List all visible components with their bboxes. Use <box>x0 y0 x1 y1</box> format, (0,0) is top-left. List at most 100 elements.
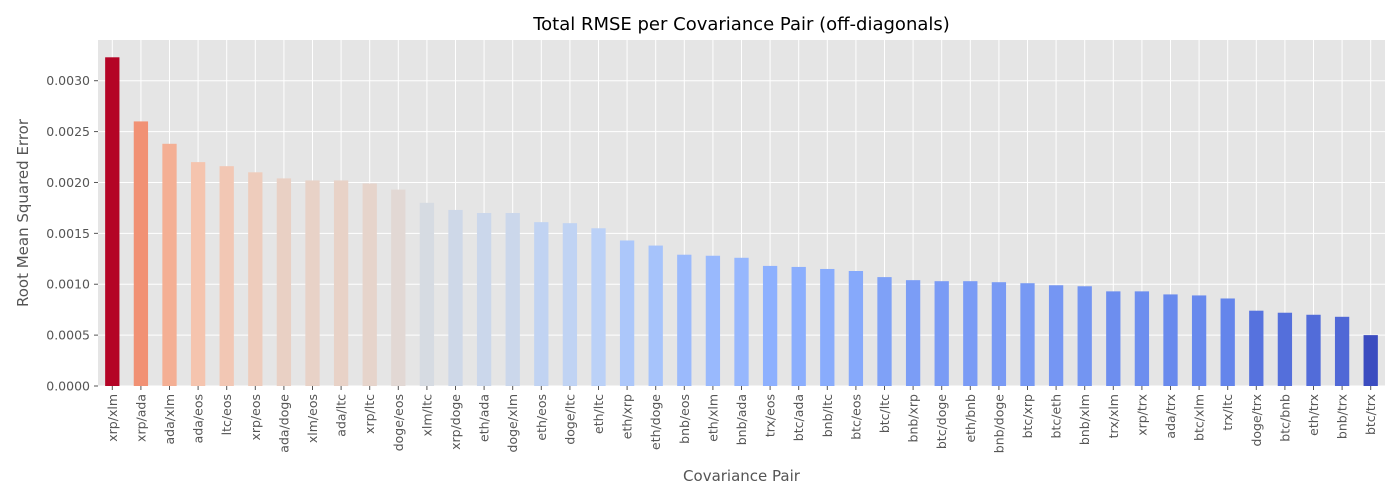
y-tick-label: 0.0020 <box>46 175 90 190</box>
x-tick-label: ada/trx <box>1163 394 1178 439</box>
bar-btc-ada <box>791 266 806 386</box>
bar-doge-eos <box>391 189 406 386</box>
bar-btc-trx <box>1363 335 1378 386</box>
x-tick-label: eth/ltc <box>591 394 606 434</box>
bar-bnb-ada <box>734 257 749 386</box>
x-tick-label: btc/bnb <box>1277 394 1292 442</box>
bar-bnb-doge <box>991 282 1007 386</box>
x-tick-label: ltc/eos <box>219 394 234 435</box>
x-tick-label: ada/xlm <box>162 394 177 445</box>
x-tick-label: eth/xrp <box>620 394 635 439</box>
y-tick-label: 0.0010 <box>46 277 90 292</box>
x-tick-labels: xrp/xlm xrp/ada ada/xlm ada/eos ltc/eos xrp/e… <box>105 386 1378 453</box>
bar-btc-ltc <box>877 277 892 386</box>
bar-ada-ltc <box>333 180 349 386</box>
bar-xrp-xlm <box>105 57 120 387</box>
x-tick-label: eth/ada <box>477 394 492 442</box>
x-tick-label: xrp/eos <box>248 394 263 441</box>
bar-trx-xlm <box>1106 291 1121 386</box>
x-tick-label: ada/eos <box>191 394 206 443</box>
bar-trx-ltc <box>1220 298 1235 386</box>
x-tick-label: bnb/doge <box>991 394 1006 454</box>
bar-doge-ltc <box>562 223 578 386</box>
y-tick-label: 0.0005 <box>46 328 90 343</box>
bar-xrp-ada <box>133 121 149 386</box>
x-tick-label: bnb/xrp <box>906 394 921 443</box>
x-tick-label: btc/xlm <box>1192 394 1207 441</box>
y-tick-labels: 0.0000 0.0005 0.0010 0.0015 0.0020 0.0025 0.00… <box>46 73 98 394</box>
bars <box>105 57 1378 387</box>
x-tick-label: btc/xrp <box>1020 394 1035 438</box>
x-tick-label: xlm/eos <box>305 394 320 443</box>
x-tick-label: xrp/xlm <box>105 394 120 442</box>
bar-bnb-trx <box>1334 316 1350 386</box>
x-tick-label: doge/xlm <box>505 394 520 452</box>
bar-eth-ltc <box>591 228 606 386</box>
bar-btc-doge <box>934 281 949 386</box>
x-tick-label: btc/trx <box>1363 394 1378 435</box>
y-tick-label: 0.0025 <box>46 124 90 139</box>
bar-eth-xrp <box>619 240 635 386</box>
x-tick-label: bnb/ltc <box>820 394 835 437</box>
x-tick-label: btc/ltc <box>877 394 892 433</box>
x-tick-label: ada/doge <box>276 394 291 453</box>
x-tick-label: eth/trx <box>1306 394 1321 436</box>
x-tick-label: bnb/xlm <box>1077 394 1092 445</box>
bar-xlm-ltc <box>419 202 435 386</box>
bar-eth-eos <box>534 222 549 386</box>
bar-bnb-ltc <box>820 268 835 386</box>
bar-eth-ada <box>476 213 492 386</box>
x-tick-label: doge/eos <box>391 394 406 451</box>
x-tick-label: bnb/ada <box>734 394 749 445</box>
bar-trx-eos <box>762 265 778 386</box>
chart-title: Total RMSE per Covariance Pair (off-diag… <box>532 14 950 35</box>
x-axis-label: Covariance Pair <box>683 467 801 485</box>
bar-ltc-eos <box>219 166 234 386</box>
bar-xlm-eos <box>305 180 320 386</box>
x-tick-label: trx/eos <box>763 394 778 437</box>
bar-eth-doge <box>648 245 663 386</box>
bar-xrp-eos <box>248 172 263 386</box>
x-tick-label: xrp/ada <box>133 394 148 442</box>
bar-xrp-ltc <box>362 183 377 386</box>
x-tick-label: doge/trx <box>1249 394 1264 447</box>
bar-eth-xlm <box>705 255 721 386</box>
x-tick-label: bnb/trx <box>1335 394 1350 439</box>
bar-btc-eos <box>848 271 864 386</box>
x-tick-label: eth/doge <box>648 394 663 450</box>
bar-doge-xlm <box>505 213 520 386</box>
x-tick-label: btc/eos <box>848 394 863 440</box>
bar-btc-bnb <box>1277 312 1293 386</box>
bar-ada-eos <box>190 162 206 386</box>
x-tick-label: eth/xlm <box>705 394 720 442</box>
x-tick-label: doge/ltc <box>562 394 577 445</box>
bar-eth-trx <box>1306 314 1321 386</box>
bar-btc-xrp <box>1020 283 1035 386</box>
x-tick-label: btc/doge <box>934 394 949 449</box>
bar-bnb-xlm <box>1077 286 1092 386</box>
x-tick-label: btc/ada <box>791 394 806 441</box>
y-tick-label: 0.0000 <box>46 379 90 394</box>
bar-xrp-doge <box>448 209 463 386</box>
bar-bnb-eos <box>677 254 692 386</box>
bar-btc-xlm <box>1191 295 1207 386</box>
y-tick-label: 0.0030 <box>46 73 90 88</box>
bar-ada-xlm <box>162 143 177 386</box>
bar-bnb-xrp <box>905 280 921 386</box>
y-tick-label: 0.0015 <box>46 226 90 241</box>
bar-eth-bnb <box>963 281 978 386</box>
bar-xrp-trx <box>1134 291 1150 386</box>
x-tick-label: xrp/doge <box>448 394 463 450</box>
x-tick-label: btc/eth <box>1049 394 1064 438</box>
x-tick-label: ada/ltc <box>334 394 349 437</box>
x-tick-label: bnb/eos <box>677 394 692 444</box>
x-tick-label: xrp/ltc <box>362 394 377 434</box>
x-tick-label: trx/ltc <box>1220 394 1235 431</box>
bar-doge-trx <box>1249 310 1264 386</box>
x-tick-label: eth/bnb <box>963 394 978 443</box>
bar-ada-trx <box>1163 294 1178 386</box>
x-tick-label: xlm/ltc <box>419 394 434 437</box>
bar-ada-doge <box>276 178 292 386</box>
x-tick-label: eth/eos <box>534 394 549 441</box>
